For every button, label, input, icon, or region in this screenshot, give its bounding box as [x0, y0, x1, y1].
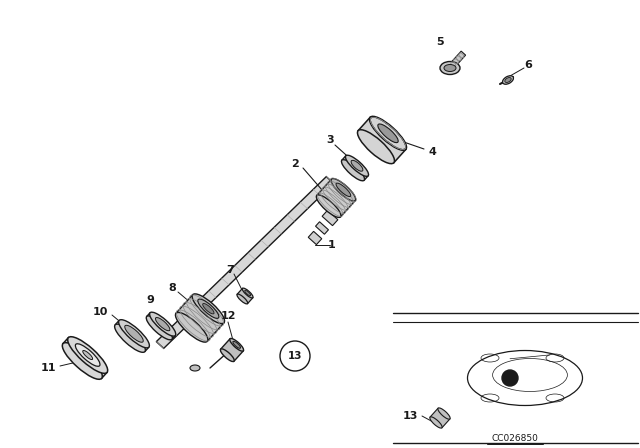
Ellipse shape — [346, 155, 369, 177]
Ellipse shape — [351, 160, 363, 171]
Ellipse shape — [175, 312, 208, 342]
Ellipse shape — [150, 312, 176, 336]
Text: 8: 8 — [168, 283, 176, 293]
Text: 13: 13 — [288, 351, 302, 361]
Polygon shape — [358, 117, 406, 163]
Ellipse shape — [430, 417, 442, 428]
Text: 11: 11 — [40, 363, 56, 373]
Text: 4: 4 — [428, 147, 436, 157]
Ellipse shape — [438, 408, 450, 419]
Ellipse shape — [336, 183, 351, 197]
Ellipse shape — [440, 61, 460, 74]
Polygon shape — [221, 339, 243, 361]
Text: 6: 6 — [524, 60, 532, 70]
Ellipse shape — [331, 179, 356, 201]
Polygon shape — [308, 231, 322, 245]
Text: 10: 10 — [92, 307, 108, 317]
Ellipse shape — [147, 316, 172, 340]
Text: 2: 2 — [291, 159, 299, 169]
Polygon shape — [448, 51, 466, 70]
Ellipse shape — [68, 337, 108, 373]
Circle shape — [502, 370, 518, 386]
Ellipse shape — [378, 124, 398, 142]
Ellipse shape — [243, 288, 253, 298]
Polygon shape — [63, 338, 107, 379]
Ellipse shape — [244, 290, 251, 296]
Ellipse shape — [115, 324, 145, 352]
Polygon shape — [430, 408, 450, 428]
Ellipse shape — [505, 78, 511, 82]
Ellipse shape — [233, 341, 241, 348]
Ellipse shape — [237, 294, 248, 304]
Ellipse shape — [230, 338, 244, 351]
Ellipse shape — [502, 76, 513, 84]
Polygon shape — [342, 156, 368, 180]
Ellipse shape — [125, 325, 143, 342]
Polygon shape — [147, 313, 175, 339]
Ellipse shape — [198, 299, 219, 319]
Polygon shape — [322, 211, 338, 226]
Polygon shape — [176, 295, 224, 341]
Text: 13: 13 — [403, 411, 418, 421]
Ellipse shape — [342, 159, 365, 181]
Text: 12: 12 — [220, 311, 236, 321]
Text: 7: 7 — [226, 265, 234, 275]
Ellipse shape — [220, 349, 234, 362]
Ellipse shape — [316, 195, 341, 217]
Ellipse shape — [76, 344, 100, 366]
Text: 1: 1 — [328, 240, 336, 250]
Ellipse shape — [118, 320, 149, 348]
Ellipse shape — [192, 294, 225, 323]
Polygon shape — [237, 289, 253, 304]
Text: 3: 3 — [326, 135, 334, 145]
Polygon shape — [316, 222, 328, 234]
Ellipse shape — [156, 318, 170, 331]
Ellipse shape — [83, 350, 93, 360]
Text: 9: 9 — [146, 295, 154, 305]
Text: 5: 5 — [436, 37, 444, 47]
Polygon shape — [317, 179, 355, 217]
Polygon shape — [156, 177, 333, 349]
Ellipse shape — [369, 116, 406, 150]
Polygon shape — [115, 320, 149, 352]
Ellipse shape — [62, 343, 102, 379]
Ellipse shape — [444, 65, 456, 72]
Text: CC026850: CC026850 — [492, 434, 538, 443]
Circle shape — [280, 341, 310, 371]
Ellipse shape — [358, 130, 394, 164]
Ellipse shape — [190, 365, 200, 371]
Ellipse shape — [203, 303, 214, 314]
